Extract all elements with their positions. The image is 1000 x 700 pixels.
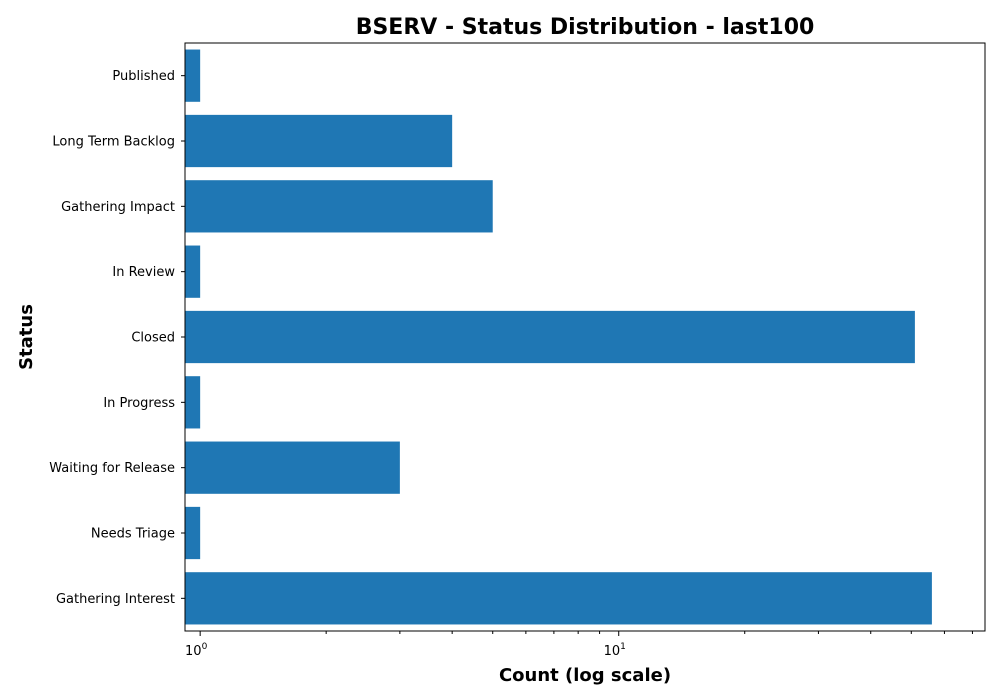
y-axis-label: Status (16, 304, 37, 370)
plot-frame (184, 42, 986, 632)
bar (185, 180, 493, 233)
x-axis-label: Count (log scale) (499, 665, 671, 686)
bar (185, 49, 201, 102)
x-tick-label: 101 (604, 642, 626, 659)
bar (185, 114, 453, 168)
y-tick-label: In Review (112, 265, 175, 280)
y-tick-label: Closed (131, 331, 175, 346)
y-tick-label: Waiting for Release (49, 461, 175, 476)
bar (185, 245, 201, 298)
bar (185, 310, 915, 364)
y-tick-label: Gathering Impact (61, 200, 175, 215)
y-tick-label: Long Term Backlog (52, 135, 175, 150)
bars-group (185, 49, 932, 625)
bar (185, 376, 201, 429)
bar (185, 572, 932, 625)
x-tick-label: 100 (185, 642, 208, 659)
y-tick-label: In Progress (103, 396, 175, 411)
x-ticks-group: 100 101 (185, 631, 973, 659)
bar (185, 441, 400, 494)
chart-title: BSERV - Status Distribution - last100 (356, 15, 815, 40)
y-tick-label: Gathering Interest (56, 592, 175, 607)
y-ticks-group: Gathering Interest Needs Triage Waiting fo… (49, 69, 185, 607)
y-tick-label: Needs Triage (91, 527, 175, 542)
y-tick-label: Published (112, 69, 175, 84)
bar (185, 506, 201, 560)
